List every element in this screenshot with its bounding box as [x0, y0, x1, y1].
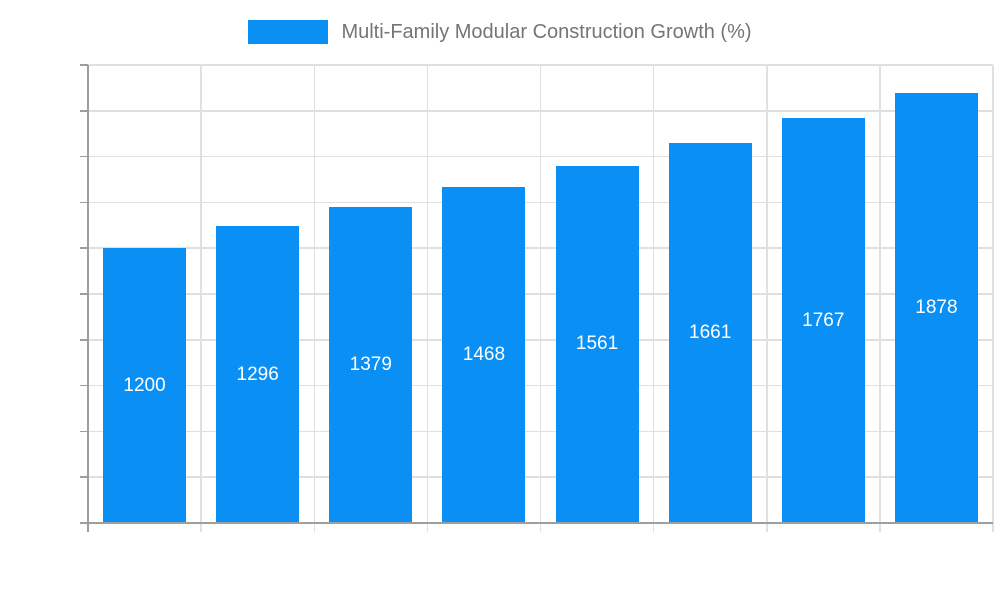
gridline-vertical	[313, 65, 315, 532]
y-axis-tick	[80, 476, 88, 478]
bar: 1661	[668, 142, 752, 523]
gridline-vertical	[200, 65, 202, 532]
y-axis-tick	[80, 110, 88, 112]
gridline-vertical	[879, 65, 881, 532]
legend-label: Multi-Family Modular Construction Growth…	[341, 20, 752, 43]
y-axis-tick	[80, 201, 88, 204]
y-axis-tick	[80, 155, 88, 158]
bar: 1379	[329, 207, 413, 523]
bar-value-label: 1296	[236, 363, 279, 385]
bar: 1767	[781, 118, 865, 523]
bar-value-label: 1561	[575, 333, 619, 355]
bar-value-label: 1767	[802, 309, 845, 331]
y-axis-tick	[80, 339, 88, 341]
bar: 1878	[894, 92, 978, 523]
bar: 1561	[555, 165, 639, 523]
gridline-vertical	[539, 65, 542, 532]
y-axis-tick	[80, 293, 88, 295]
legend[interactable]: Multi-Family Modular Construction Growth…	[0, 20, 1000, 44]
bar-value-label: 1379	[349, 354, 392, 376]
bar: 1200	[103, 248, 187, 523]
y-axis-tick	[80, 384, 88, 387]
legend-swatch-icon	[248, 20, 329, 44]
x-axis-line	[80, 522, 993, 524]
y-axis-tick	[80, 64, 88, 66]
bar-value-label: 1200	[123, 374, 166, 396]
bar: 1468	[442, 186, 526, 523]
bar: 1296	[216, 226, 300, 523]
bar-value-label: 1468	[462, 343, 506, 365]
y-axis-tick	[80, 430, 88, 433]
gridline-vertical	[992, 65, 994, 532]
bar-value-label: 1661	[689, 321, 732, 343]
bar-value-label: 1878	[915, 296, 958, 318]
gridline-vertical	[766, 65, 768, 532]
y-axis-tick	[80, 247, 88, 249]
y-axis-line	[87, 65, 89, 532]
gridline-vertical	[652, 65, 655, 532]
gridline-vertical	[426, 65, 429, 532]
